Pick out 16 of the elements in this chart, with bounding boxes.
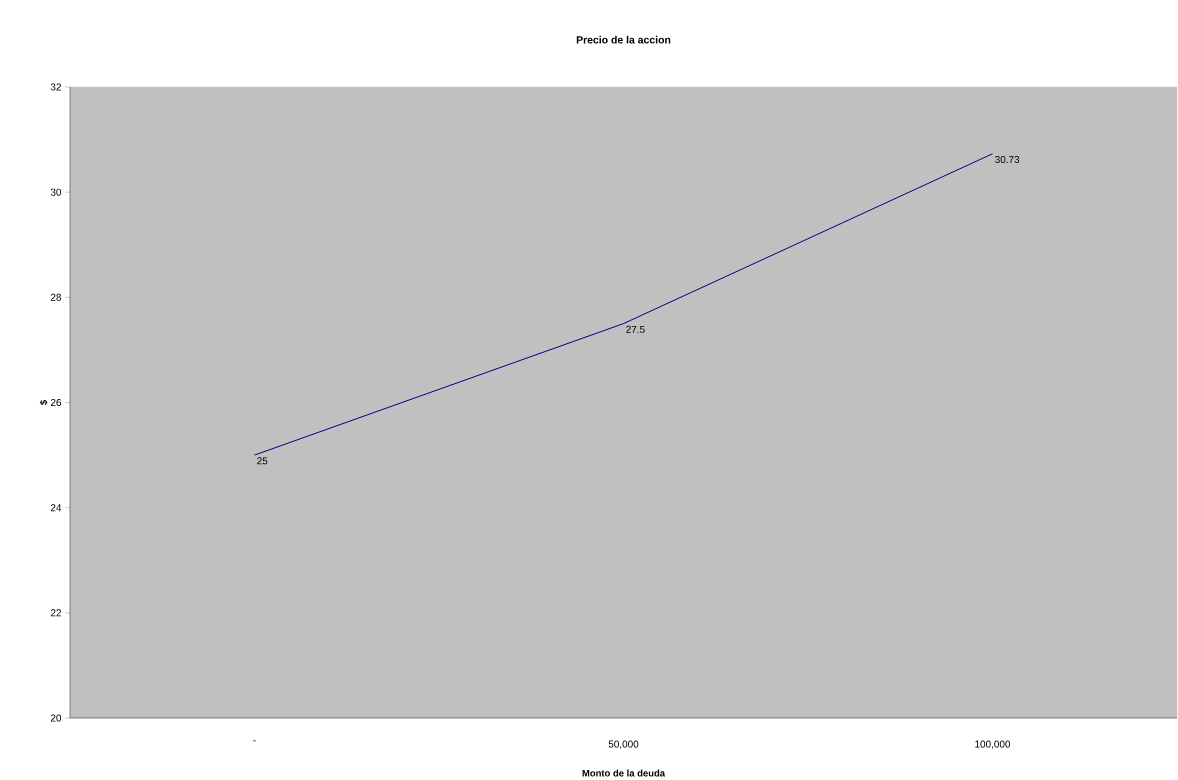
y-tick-label: 32	[50, 83, 61, 91]
x-axis-title: Monto de la deuda	[582, 769, 666, 777]
y-tick-label: 26	[50, 398, 62, 407]
x-tick-label: 50,000	[608, 740, 639, 749]
y-tick-label: 24	[50, 504, 62, 512]
data-label: 30.73	[995, 155, 1020, 164]
x-tick-label: -	[253, 740, 256, 742]
y-tick-label: 22	[50, 609, 61, 617]
y-axis-title: $	[39, 400, 48, 405]
x-tick-label: 100,000	[975, 740, 1011, 749]
chart-title: Precio de la accion	[576, 35, 671, 44]
data-label: 25	[257, 457, 268, 465]
y-tick-label: 30	[50, 188, 62, 196]
y-tick-label: 20	[50, 714, 62, 722]
data-label: 27.5	[626, 325, 645, 333]
y-tick-label: 28	[50, 293, 62, 301]
